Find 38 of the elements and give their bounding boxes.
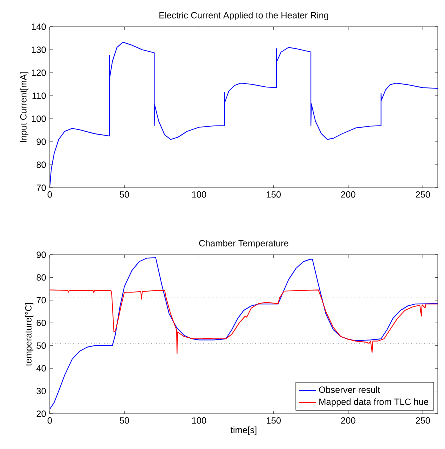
- y-tick-label: 100: [32, 116, 46, 122]
- y-tick-label: 90: [36, 252, 46, 258]
- y-tick-label: 120: [32, 70, 46, 76]
- x-tick-label: 150: [267, 418, 282, 424]
- x-tick-label: 200: [341, 192, 356, 198]
- y-tick-label: 40: [36, 365, 46, 372]
- y-tick-label: 20: [36, 410, 46, 418]
- y-tick-label: 130: [32, 46, 46, 54]
- x-tick-label: 250: [416, 418, 430, 424]
- x-axis-title: time[s]: [230, 426, 257, 436]
- y-axis-title: temperature[°C]: [25, 303, 34, 366]
- legend-label: Observer result: [319, 386, 380, 394]
- line-series: [50, 258, 438, 410]
- chart-title: Electric Current Applied to the Heater Ring: [160, 12, 328, 20]
- x-tick-label: 150: [267, 192, 282, 198]
- x-tick-label: 50: [120, 418, 130, 424]
- x-tick-label: 100: [192, 192, 206, 198]
- y-axis-title: Input Current[mA]: [20, 72, 29, 142]
- x-tick-label: 0: [48, 418, 52, 424]
- y-tick-label: 30: [36, 388, 46, 394]
- chart-title: Chamber Temperature: [199, 240, 289, 248]
- y-tick-label: 110: [32, 92, 46, 100]
- y-tick-label: 80: [36, 274, 46, 281]
- x-tick-label: 100: [192, 418, 206, 424]
- x-tick-label: 250: [416, 192, 430, 198]
- x-tick-label: 0: [48, 192, 52, 198]
- y-tick-label: 50: [36, 342, 46, 350]
- line-series: [50, 290, 438, 354]
- y-tick-label: 140: [32, 24, 46, 30]
- x-tick-label: 50: [120, 192, 130, 198]
- y-tick-label: 70: [36, 184, 46, 192]
- line-series: [50, 42, 438, 188]
- y-tick-label: 70: [36, 297, 46, 304]
- y-tick-label: 60: [36, 320, 46, 326]
- y-tick-label: 90: [36, 138, 46, 146]
- y-tick-label: 80: [36, 162, 46, 168]
- legend-label: Mapped data from TLC hue: [320, 398, 429, 407]
- x-tick-label: 200: [341, 418, 356, 424]
